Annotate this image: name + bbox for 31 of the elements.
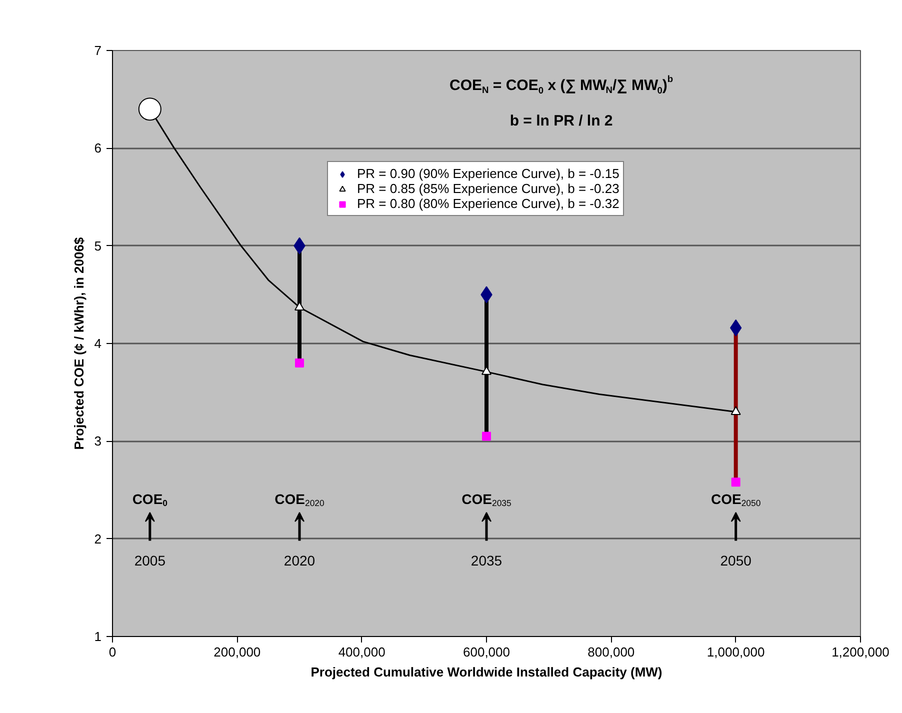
point [294, 302, 304, 310]
legend-label: PR = 0.80 (80% Experience Curve), b = -0.32 [357, 196, 620, 211]
y-tick-label: 4 [94, 336, 102, 351]
point [482, 432, 491, 441]
point [731, 478, 740, 487]
x-axis-title: Projected Cumulative Worldwide Installed Capacity (MW) [310, 664, 662, 680]
point [730, 406, 741, 415]
annotation: 2035 [470, 552, 502, 568]
annotation: 2005 [134, 552, 166, 568]
legend-label: PR = 0.85 (85% Experience Curve), b = -0.23 [357, 181, 620, 196]
y-tick-label: 3 [94, 434, 102, 449]
x-tick-label: 400,000 [338, 644, 386, 660]
y-axis-title: Projected COE (¢ / kWhr), in 2006$ [71, 236, 86, 450]
point [138, 98, 162, 121]
x-tick-label: 200,000 [214, 644, 261, 660]
x-tick-label: 1,200,000 [832, 644, 890, 660]
annotation: 2050 [720, 552, 752, 568]
y-tick-label: 2 [94, 531, 102, 546]
point [295, 358, 304, 368]
x-tick-label: 0 [108, 644, 116, 660]
x-tick-label: 800,000 [588, 644, 635, 660]
point [482, 366, 492, 375]
annotation: 2020 [284, 552, 316, 568]
y-tick-label: 1 [94, 629, 102, 644]
y-tick-label: 6 [94, 140, 102, 156]
x-tick-label: 1,000,000 [706, 644, 765, 660]
x-tick-label: 600,000 [463, 644, 510, 660]
annotation: b = ln PR / ln 2 [510, 112, 613, 130]
y-tick-label: 7 [94, 43, 102, 58]
legend-label: PR = 0.90 (90% Experience Curve), b = -0.15 [357, 166, 620, 181]
y-tick-label: 5 [94, 238, 102, 254]
